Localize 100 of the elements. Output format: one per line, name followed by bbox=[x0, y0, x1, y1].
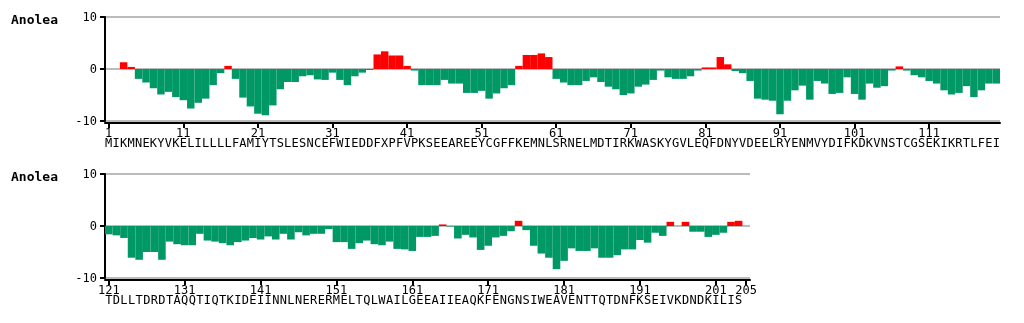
x-tick-label: F bbox=[977, 136, 985, 150]
x-tick-label: K bbox=[226, 293, 235, 307]
x-tick-label: N bbox=[279, 293, 287, 307]
x-tick-label: T bbox=[606, 293, 614, 307]
x-tick-label: K bbox=[149, 136, 158, 150]
x-tick-label: P bbox=[388, 136, 396, 150]
bar bbox=[895, 66, 904, 69]
x-tick-label: N bbox=[567, 136, 575, 150]
x-tick-label: R bbox=[619, 136, 628, 150]
x-tick-label: S bbox=[425, 136, 434, 150]
x-tick-label: E bbox=[142, 136, 150, 150]
x-tick-label: V bbox=[403, 136, 411, 150]
x-tick-label: D bbox=[366, 136, 374, 150]
x-tick-label: K bbox=[932, 136, 941, 150]
x-tick-label: K bbox=[674, 293, 683, 307]
x-tick-label: V bbox=[739, 136, 747, 150]
y-tick-label: 0 bbox=[89, 62, 97, 76]
x-tick-label: A bbox=[461, 293, 470, 307]
x-tick-label: N bbox=[514, 293, 523, 307]
x-tick-label: E bbox=[179, 136, 187, 150]
x-tick-label: E bbox=[925, 136, 933, 150]
x-tick-label: C bbox=[903, 136, 911, 150]
x-tick-label: T bbox=[219, 293, 227, 307]
x-tick-label: I bbox=[343, 136, 352, 150]
x-tick-label: V bbox=[679, 136, 687, 150]
x-tick-label: D bbox=[828, 136, 836, 150]
x-tick-label: D bbox=[158, 293, 166, 307]
x-tick-label: M bbox=[127, 136, 135, 150]
x-tick-label: F bbox=[395, 136, 404, 150]
x-tick-label: C bbox=[313, 136, 322, 150]
x-tick-label: F bbox=[373, 136, 381, 150]
x-tick-label: L bbox=[120, 293, 128, 307]
x-tick-label: T bbox=[355, 293, 363, 307]
x-tick-label: E bbox=[249, 293, 257, 307]
x-tick-label: D bbox=[112, 293, 120, 307]
x-tick-label: E bbox=[302, 293, 310, 307]
x-tick-label: Y bbox=[821, 136, 830, 150]
x-tick-label: G bbox=[507, 293, 515, 307]
x-tick-label: L bbox=[224, 136, 232, 150]
x-tick-label: I bbox=[264, 293, 272, 307]
x-tick-label: R bbox=[310, 293, 319, 307]
x-tick-label: G bbox=[910, 136, 918, 150]
x-tick-label: G bbox=[492, 136, 501, 150]
x-tick-label: N bbox=[689, 293, 697, 307]
x-tick-label: Q bbox=[211, 293, 219, 307]
x-tick-label: M bbox=[530, 136, 538, 150]
x-tick-label: D bbox=[143, 293, 151, 307]
x-tick-label: E bbox=[463, 136, 471, 150]
x-tick-label: I bbox=[254, 136, 262, 150]
x-tick-label: L bbox=[970, 136, 978, 150]
x-tick-label: L bbox=[370, 293, 378, 307]
x-tick-label: D bbox=[358, 136, 366, 150]
x-tick-label: Y bbox=[157, 136, 166, 150]
x-tick-label: E bbox=[423, 293, 432, 307]
x-tick-label: N bbox=[537, 136, 545, 150]
x-tick-label: M bbox=[105, 136, 113, 150]
x-tick-label: A bbox=[431, 293, 440, 307]
y-tick-label: 10 bbox=[82, 167, 97, 181]
x-tick-label: V bbox=[666, 293, 674, 307]
x-tick-label: E bbox=[522, 136, 531, 150]
x-tick-label: E bbox=[291, 136, 299, 150]
x-tick-label: E bbox=[651, 293, 659, 307]
x-tick-label: N bbox=[724, 136, 732, 150]
x-tick-label: I bbox=[446, 293, 454, 307]
x-tick-label: D bbox=[241, 293, 249, 307]
x-tick-label: A bbox=[448, 136, 457, 150]
bar bbox=[224, 65, 232, 69]
x-tick-label: Y bbox=[261, 136, 270, 150]
x-tick-label: N bbox=[306, 136, 314, 150]
x-tick-label: E bbox=[545, 293, 553, 307]
x-tick-label: E bbox=[440, 136, 448, 150]
x-tick-label: A bbox=[642, 136, 651, 150]
x-tick-label: K bbox=[657, 136, 666, 150]
x-tick-label: E bbox=[340, 293, 348, 307]
x-tick-label: L bbox=[209, 136, 217, 150]
x-tick-label: T bbox=[962, 136, 971, 150]
x-tick-label: D bbox=[597, 136, 605, 150]
x-tick-label: L bbox=[287, 293, 295, 307]
y-axis-title: Anolea bbox=[11, 12, 59, 27]
x-tick-label: T bbox=[583, 293, 591, 307]
x-tick-label: N bbox=[798, 136, 806, 150]
x-tick-label: T bbox=[196, 293, 204, 307]
x-tick-label: T bbox=[135, 293, 143, 307]
x-tick-label: I bbox=[659, 293, 667, 307]
x-tick-label: S bbox=[299, 136, 307, 150]
x-tick-label: I bbox=[112, 136, 120, 150]
x-tick-label: L bbox=[686, 136, 695, 150]
y-tick-label: -10 bbox=[75, 114, 97, 128]
x-tick-label: L bbox=[284, 136, 292, 150]
x-tick-label: E bbox=[433, 136, 441, 150]
x-tick-label: W bbox=[634, 136, 643, 150]
x-tick-label: I bbox=[612, 136, 620, 150]
x-tick-label: A bbox=[385, 293, 394, 307]
x-tick-label: D bbox=[681, 293, 690, 307]
x-tick-label: Q bbox=[598, 293, 606, 307]
x-tick-label: K bbox=[515, 136, 524, 150]
x-tick-label: S bbox=[649, 136, 657, 150]
x-tick-label: E bbox=[574, 136, 583, 150]
x-tick-label: N bbox=[575, 293, 583, 307]
y-axis-title: Anolea bbox=[11, 169, 59, 184]
